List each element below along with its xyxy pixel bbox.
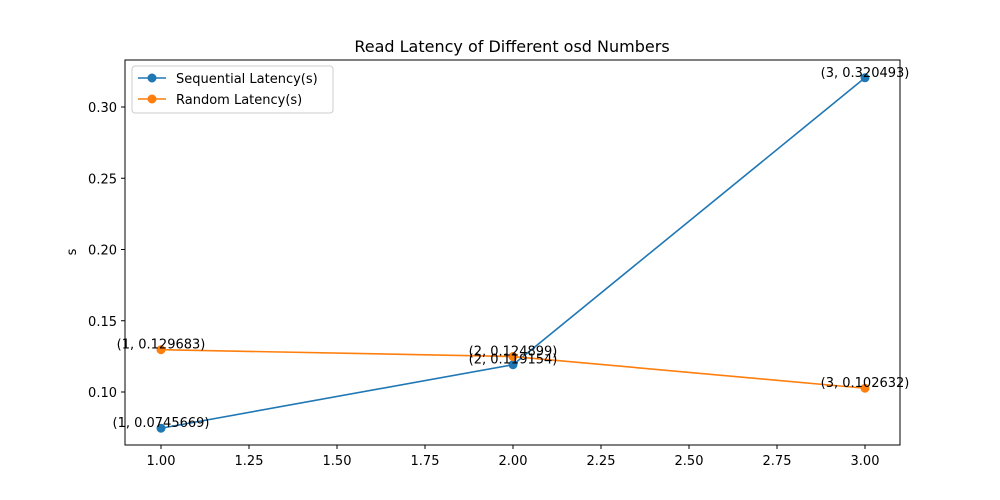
data-point	[156, 345, 166, 355]
x-tick-label: 1.75	[411, 454, 440, 469]
legend-box	[131, 65, 334, 114]
y-tick-label: 0.20	[88, 244, 117, 259]
data-label: (1, 0.129683)	[117, 338, 206, 353]
data-point	[860, 73, 870, 83]
x-tick-label: 1.25	[235, 454, 264, 469]
x-tick-label: 1.50	[323, 454, 352, 469]
y-axis-label: s	[65, 248, 80, 255]
axes-frame	[124, 59, 901, 446]
series-line-0	[160, 77, 866, 430]
data-point	[508, 352, 518, 362]
data-label: (3, 0.320493)	[821, 66, 910, 81]
legend-marker	[147, 94, 157, 104]
x-tick-label: 2.75	[763, 454, 792, 469]
data-point	[860, 383, 870, 393]
data-label: (2, 0.124899)	[469, 345, 558, 360]
x-tick-label: 1.00	[147, 454, 176, 469]
legend-label: Random Latency(s)	[176, 93, 302, 108]
data-label: (1, 0.0745669)	[113, 416, 210, 431]
data-point	[156, 423, 166, 433]
x-tick-label: 2.00	[499, 454, 528, 469]
x-tick-label: 2.50	[675, 454, 704, 469]
x-tick-label: 2.25	[587, 454, 616, 469]
x-axis: 1.00 1.25 1.50 1.75 2.00 2.25 2.50 2.75 3.00	[147, 445, 880, 469]
data-point	[508, 360, 518, 370]
y-tick-label: 0.30	[88, 101, 117, 116]
plot-area: (1, 0.0745669) (2, 0.119154) (3, 0.320493)…	[113, 66, 910, 433]
legend-marker	[147, 73, 157, 83]
y-axis: 0.10 0.15 0.20 0.25 0.30	[88, 101, 125, 401]
y-tick-label: 0.10	[88, 386, 117, 401]
x-tick-label: 3.00	[851, 454, 880, 469]
y-tick-label: 0.25	[88, 172, 117, 187]
data-label: (2, 0.119154)	[469, 353, 558, 368]
y-tick-label: 0.15	[88, 315, 117, 330]
chart-title: Read Latency of Different osd Numbers	[354, 37, 669, 56]
legend-label: Sequential Latency(s)	[176, 72, 318, 87]
data-label: (3, 0.102632)	[821, 376, 910, 391]
legend: Sequential Latency(s) Random Latency(s)	[131, 65, 334, 114]
